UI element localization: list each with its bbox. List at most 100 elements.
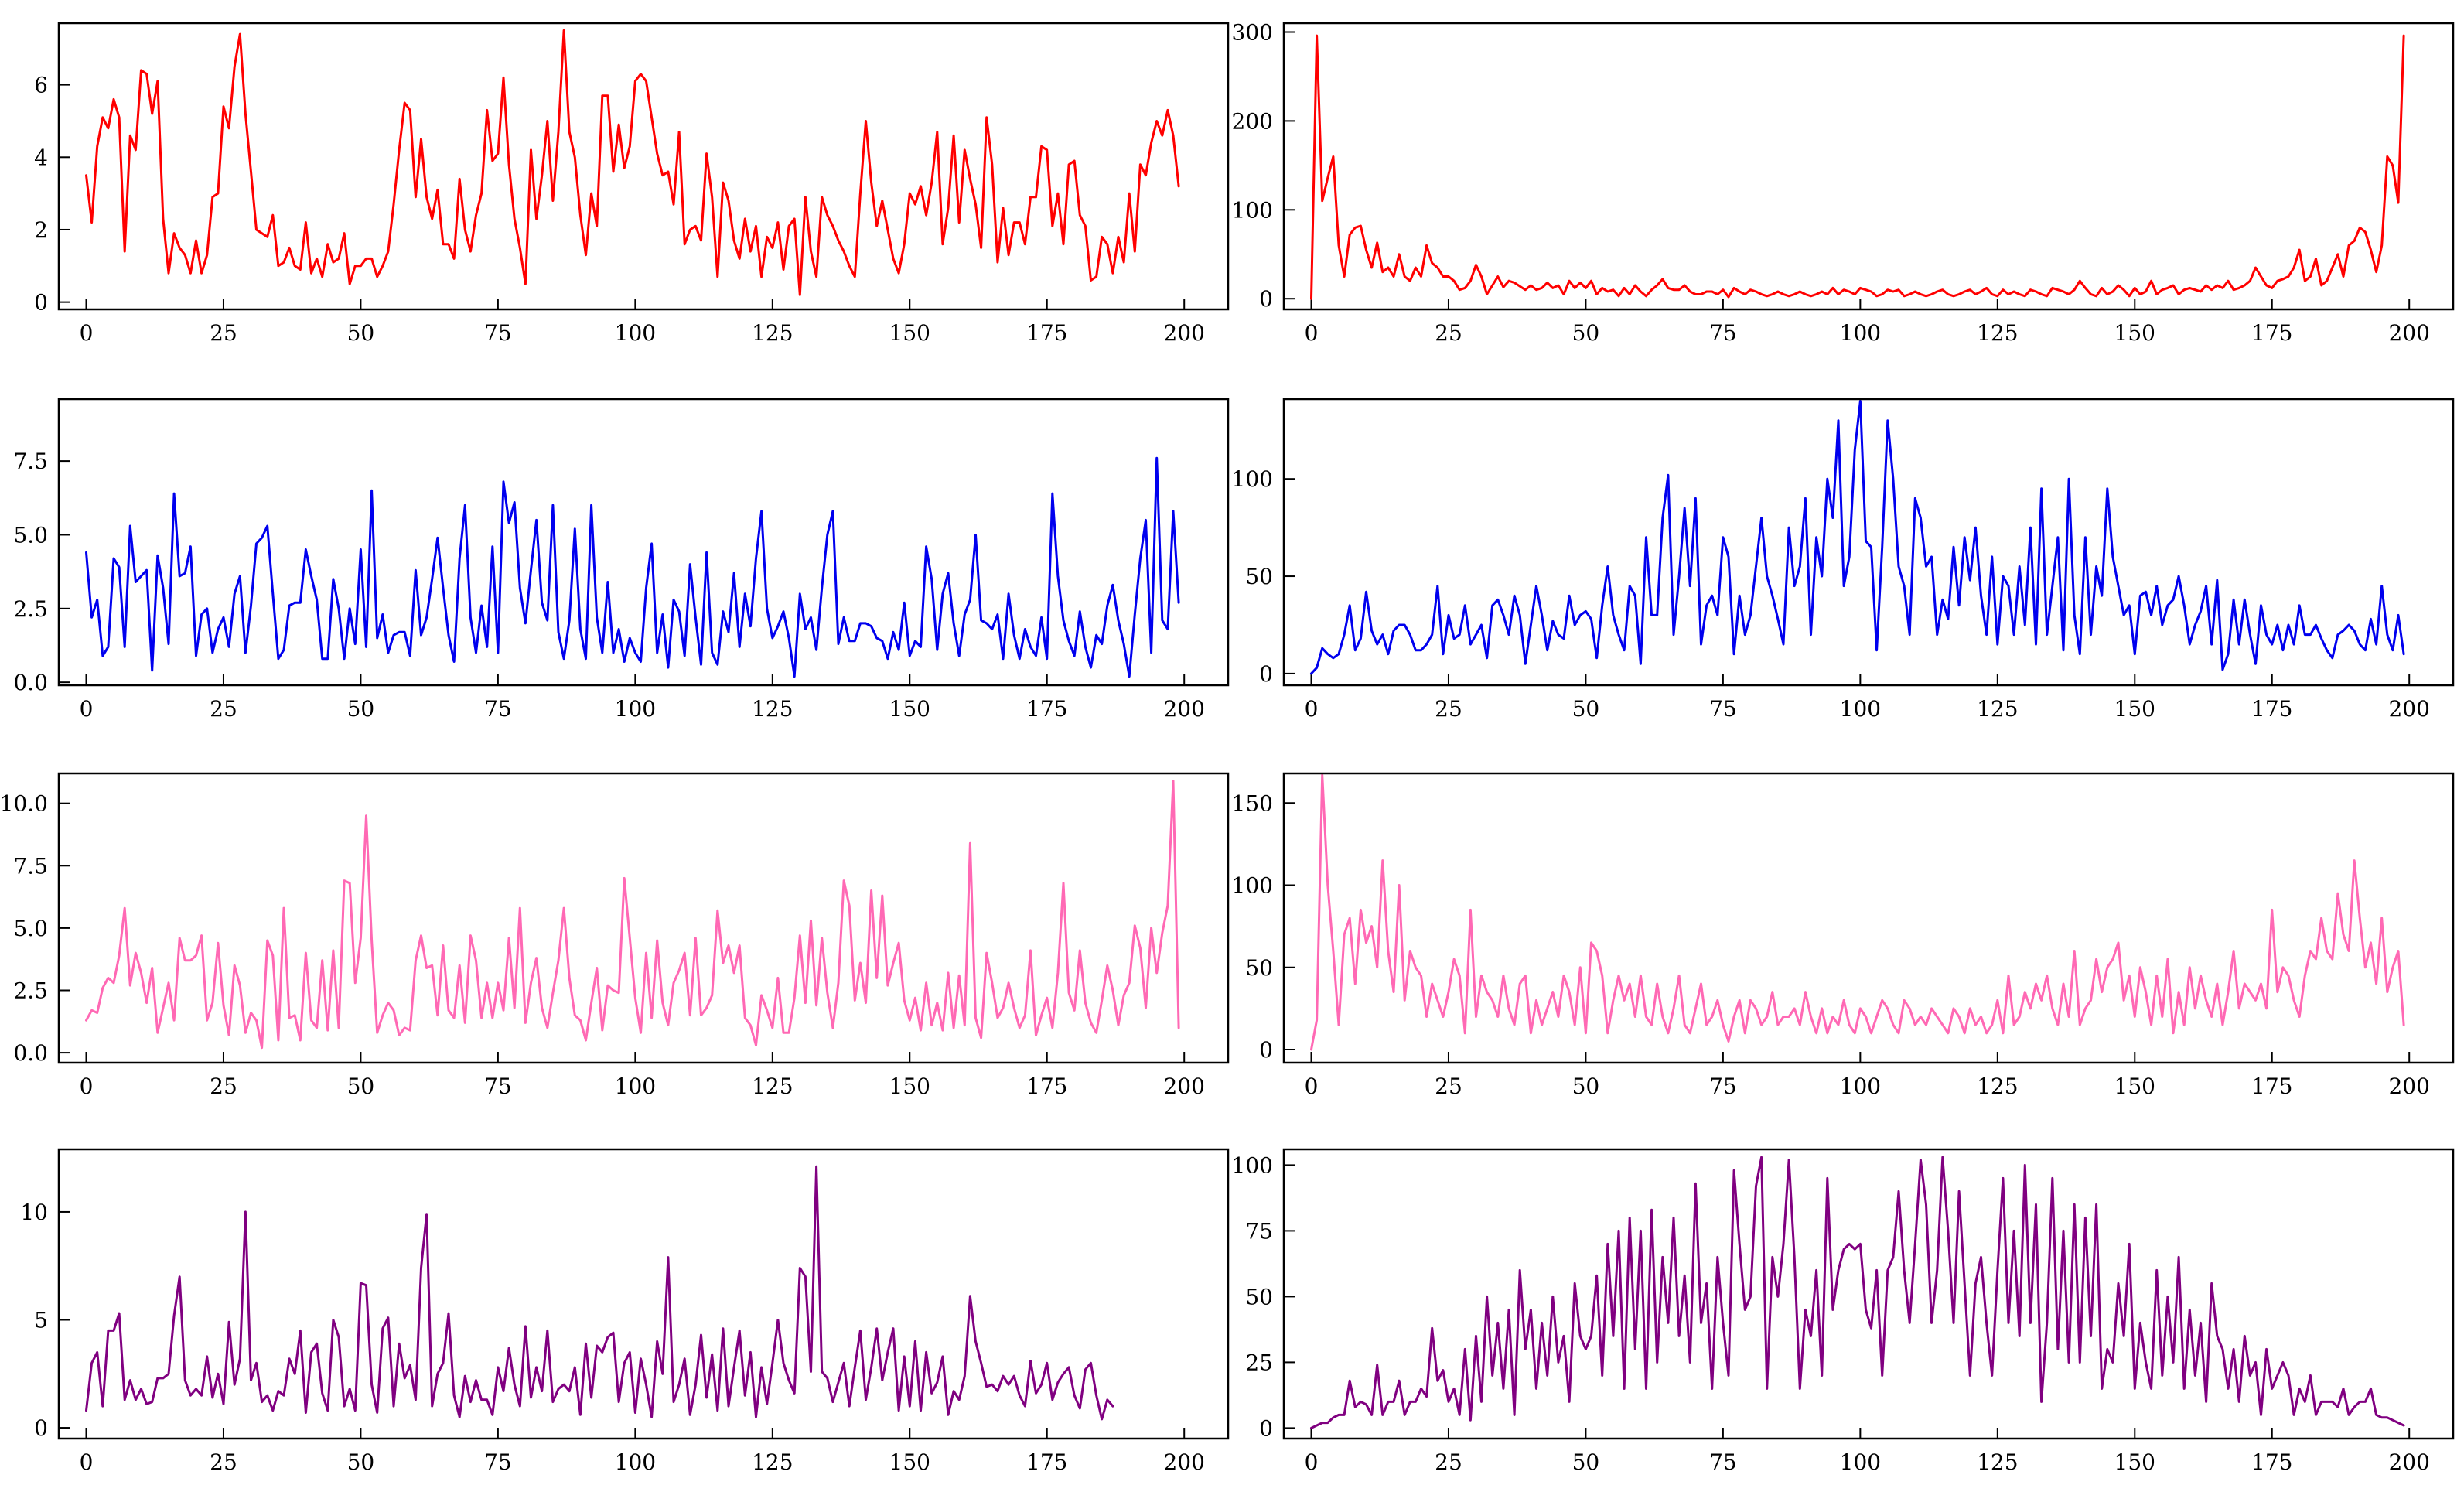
y-tick-label: 100 [1232, 873, 1273, 899]
y-tick-label: 0.0 [13, 1040, 48, 1066]
x-tick-label: 150 [889, 696, 930, 722]
panel-7: 0 25 50 75 100 125 150 175 200 0 5 10 [20, 1148, 1230, 1475]
x-tick-label: 75 [1709, 320, 1737, 346]
x-tick-label: 125 [1977, 1074, 2018, 1099]
y-tick-label: 2.5 [13, 978, 48, 1004]
x-tick-label: 25 [210, 320, 237, 346]
x-tick-label: 50 [347, 696, 375, 722]
plot-frame [1282, 22, 2455, 311]
x-tick-label: 0 [80, 696, 94, 722]
x-tick-label: 125 [1977, 320, 2018, 346]
x-tick-label: 175 [1026, 1449, 1067, 1475]
series-line [85, 1165, 1114, 1421]
x-tick-label: 175 [2251, 1074, 2292, 1099]
x-tick-label: 150 [889, 320, 930, 346]
x-tick-label: 75 [484, 696, 512, 722]
x-tick-label: 25 [1435, 696, 1462, 722]
x-tick-label: 25 [1435, 320, 1462, 346]
x-tick-label: 25 [210, 696, 237, 722]
series-line [85, 29, 1180, 296]
x-tick-label: 0 [1305, 1074, 1319, 1099]
x-tick-label: 25 [210, 1449, 237, 1475]
x-tick-label: 100 [1840, 320, 1881, 346]
x-tick-label: 125 [1977, 1449, 2018, 1475]
x-tick-label: 150 [889, 1449, 930, 1475]
panel-2: 0 25 50 75 100 125 150 175 200 0 100 200 300 [1232, 19, 2455, 346]
y-tick-label: 0 [34, 290, 48, 316]
y-tick-label: 100 [1232, 197, 1273, 223]
y-tick-label: 50 [1245, 564, 1273, 589]
x-tick-label: 200 [2388, 1074, 2429, 1099]
y-tick-label: 6 [34, 73, 48, 98]
plot-frame [57, 22, 1230, 311]
plot-frame [1282, 1148, 2455, 1440]
x-tick-label: 175 [2251, 320, 2292, 346]
x-tick-label: 25 [1435, 1449, 1462, 1475]
y-tick-label: 0 [1259, 1415, 1273, 1441]
x-tick-label: 100 [615, 320, 656, 346]
y-tick-label: 50 [1245, 955, 1273, 981]
x-tick-label: 0 [80, 320, 94, 346]
series-line [85, 780, 1180, 1050]
x-tick-label: 100 [1840, 696, 1881, 722]
plot-frame [57, 772, 1230, 1064]
y-tick-label: 50 [1245, 1284, 1273, 1309]
x-tick-label: 100 [1840, 1449, 1881, 1475]
x-tick-label: 75 [484, 320, 512, 346]
x-tick-label: 175 [1026, 1074, 1067, 1099]
x-tick-label: 150 [2114, 1074, 2155, 1099]
y-tick-label: 5.0 [13, 522, 48, 548]
x-tick-label: 150 [2114, 696, 2155, 722]
x-tick-label: 125 [752, 696, 793, 722]
x-tick-label: 50 [347, 1074, 375, 1099]
x-tick-label: 75 [484, 1074, 512, 1099]
y-tick-label: 0 [1259, 286, 1273, 312]
y-tick-label: 2 [34, 217, 48, 243]
y-tick-label: 0 [34, 1415, 48, 1441]
x-tick-label: 200 [1163, 320, 1204, 346]
x-tick-label: 0 [80, 1449, 94, 1475]
x-tick-label: 50 [347, 320, 375, 346]
x-tick-label: 125 [752, 1449, 793, 1475]
x-tick-label: 200 [2388, 320, 2429, 346]
y-tick-label: 4 [34, 145, 48, 170]
panel-3: 0 25 50 75 100 125 150 175 200 0.0 2.5 5.0 7.5 [13, 398, 1230, 722]
x-tick-label: 75 [1709, 1074, 1737, 1099]
panel-1: 0 25 50 75 100 125 150 175 200 0 2 4 6 [34, 22, 1230, 346]
series-line [1310, 400, 2405, 675]
y-tick-label: 200 [1232, 108, 1273, 134]
y-tick-label: 100 [1232, 466, 1273, 492]
x-tick-label: 150 [2114, 1449, 2155, 1475]
series-line [1310, 1156, 2405, 1429]
y-tick-label: 2.5 [13, 596, 48, 622]
x-tick-label: 175 [1026, 696, 1067, 722]
y-tick-label: 5 [34, 1307, 48, 1333]
series-line [85, 456, 1180, 678]
x-tick-label: 100 [615, 696, 656, 722]
x-tick-label: 150 [889, 1074, 930, 1099]
x-tick-label: 50 [1572, 1074, 1600, 1099]
x-tick-label: 50 [347, 1449, 375, 1475]
panel-5: 0 25 50 75 100 125 150 175 200 0.0 2.5 5.0 7.5 10.0 [0, 772, 1230, 1099]
y-tick-label: 10.0 [0, 791, 48, 817]
y-tick-label: 0.0 [13, 670, 48, 695]
x-tick-label: 0 [1305, 1449, 1319, 1475]
x-tick-label: 125 [1977, 696, 2018, 722]
x-tick-label: 200 [2388, 696, 2429, 722]
panel-6: 0 25 50 75 100 125 150 175 200 0 50 100 150 [1232, 772, 2455, 1099]
x-tick-label: 125 [752, 320, 793, 346]
y-tick-label: 0 [1259, 1037, 1273, 1063]
x-tick-label: 25 [210, 1074, 237, 1099]
y-tick-label: 10 [20, 1200, 48, 1225]
panel-8: 0 25 50 75 100 125 150 175 200 0 25 50 75 100 [1232, 1148, 2455, 1475]
x-tick-label: 0 [80, 1074, 94, 1099]
x-tick-label: 175 [2251, 696, 2292, 722]
y-tick-label: 150 [1232, 790, 1273, 816]
plot-frame [57, 398, 1230, 687]
x-tick-label: 200 [1163, 1449, 1204, 1475]
y-tick-label: 25 [1245, 1350, 1273, 1375]
x-tick-label: 75 [1709, 1449, 1737, 1475]
x-tick-label: 50 [1572, 1449, 1600, 1475]
